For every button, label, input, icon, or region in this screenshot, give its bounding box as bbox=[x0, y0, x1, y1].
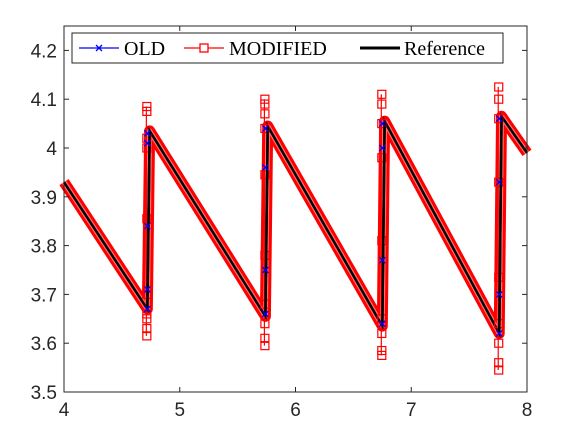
reference-jump-line bbox=[146, 130, 151, 310]
y-tick-label: 4.1 bbox=[31, 90, 57, 111]
x-tick-label: 8 bbox=[522, 400, 533, 421]
old-marker bbox=[261, 164, 269, 171]
reference-jump-line bbox=[497, 116, 503, 334]
modified-marker bbox=[377, 99, 387, 109]
legend-marker bbox=[199, 43, 209, 53]
y-tick-label: 3.5 bbox=[31, 383, 57, 404]
modified-marker bbox=[494, 177, 504, 187]
modified-marker bbox=[142, 214, 152, 224]
x-tick-label: 5 bbox=[174, 400, 185, 421]
y-tick-label: 3.9 bbox=[31, 188, 57, 209]
modified-marker bbox=[377, 328, 387, 339]
axis-ticks bbox=[63, 26, 528, 393]
modified-marker bbox=[142, 106, 152, 117]
modified-marker bbox=[142, 101, 152, 112]
modified-marker bbox=[377, 350, 387, 360]
modified-marker bbox=[377, 345, 387, 356]
modified-marker bbox=[260, 341, 270, 351]
old-marker bbox=[378, 256, 386, 264]
y-tick-label: 3.7 bbox=[31, 285, 57, 306]
y-tick-label: 4.2 bbox=[31, 41, 57, 62]
modified-marker bbox=[142, 331, 152, 341]
modified-marker bbox=[377, 153, 387, 163]
old-marker bbox=[143, 286, 151, 293]
old-marker bbox=[143, 129, 151, 137]
modified-marker bbox=[260, 170, 270, 180]
plot-markers bbox=[142, 82, 504, 375]
modified-marker bbox=[260, 99, 270, 109]
y-tick-label: 3.8 bbox=[31, 237, 57, 258]
x-tick-label: 4 bbox=[59, 400, 70, 421]
x-tick-label: 6 bbox=[290, 400, 301, 421]
old-marker bbox=[495, 178, 503, 186]
old-marker bbox=[378, 144, 386, 152]
modified-marker bbox=[494, 94, 504, 104]
legend-box bbox=[71, 32, 504, 64]
x-tick-labels: 4 5 6 7 8 bbox=[59, 400, 533, 421]
legend-label: Reference bbox=[404, 38, 485, 60]
old-marker bbox=[495, 115, 503, 123]
modified-marker bbox=[142, 323, 152, 334]
old-marker bbox=[143, 305, 151, 313]
modified-marker bbox=[142, 314, 152, 324]
x-tick-label: 7 bbox=[406, 400, 417, 421]
modified-marker bbox=[260, 319, 270, 329]
y-tick-labels: 3.5 3.6 3.7 3.8 3.9 4 4.1 4.2 bbox=[31, 41, 58, 404]
old-marker bbox=[495, 290, 503, 298]
old-marker bbox=[261, 266, 269, 274]
legend-label: OLD bbox=[124, 38, 165, 60]
old-marker bbox=[378, 120, 386, 128]
old-marker bbox=[143, 222, 151, 230]
modified-marker bbox=[377, 236, 387, 246]
old-marker bbox=[495, 329, 503, 337]
modified-marker bbox=[260, 109, 270, 119]
modified-marker bbox=[494, 365, 504, 375]
modified-marker bbox=[494, 82, 504, 92]
modified-marker bbox=[260, 94, 270, 104]
y-tick-label: 4 bbox=[46, 139, 57, 160]
legend-marker bbox=[95, 44, 103, 52]
old-marker bbox=[261, 125, 269, 132]
old-marker bbox=[261, 310, 269, 318]
modified-marker bbox=[260, 333, 270, 343]
modified-marker bbox=[494, 338, 504, 348]
modified-marker bbox=[377, 89, 387, 99]
modified-marker bbox=[494, 358, 504, 368]
legend: OLD MODIFIED Reference bbox=[71, 32, 504, 64]
y-tick-label: 3.6 bbox=[31, 334, 57, 355]
old-marker bbox=[143, 139, 151, 147]
old-marker bbox=[378, 320, 386, 328]
legend-label: MODIFIED bbox=[229, 38, 327, 60]
reference-jump-line bbox=[264, 126, 269, 317]
reference-jump-line bbox=[381, 121, 386, 327]
